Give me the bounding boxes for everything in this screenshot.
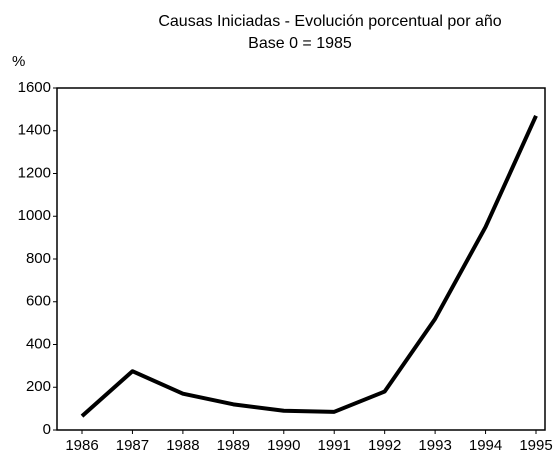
chart-subtitle: Base 0 = 1985 — [248, 35, 352, 52]
x-tick-label: 1987 — [116, 437, 149, 454]
y-tick-label: 400 — [26, 335, 51, 352]
y-axis-label: % — [12, 53, 25, 70]
y-tick-label: 1200 — [18, 164, 51, 181]
y-tick-label: 1600 — [18, 79, 51, 96]
x-tick-label: 1989 — [217, 437, 250, 454]
y-tick-label: 1400 — [18, 122, 51, 139]
x-tick-label: 1986 — [65, 437, 98, 454]
x-tick-label: 1995 — [519, 437, 552, 454]
chart-title: Causas Iniciadas - Evolución porcentual … — [158, 13, 501, 30]
y-tick-label: 600 — [26, 293, 51, 310]
y-tick-label: 800 — [26, 250, 51, 267]
data-line — [80, 114, 538, 418]
y-tick-label: 200 — [26, 378, 51, 395]
x-tick-label: 1993 — [418, 437, 451, 454]
x-tick-label: 1994 — [469, 437, 502, 454]
y-tick-label: 1000 — [18, 207, 51, 224]
x-tick-label: 1991 — [318, 437, 351, 454]
x-tick-label: 1990 — [267, 437, 300, 454]
x-tick-label: 1992 — [368, 437, 401, 454]
plot-frame — [56, 87, 546, 431]
y-tick-label: 0 — [43, 421, 51, 438]
x-tick-label: 1988 — [166, 437, 199, 454]
